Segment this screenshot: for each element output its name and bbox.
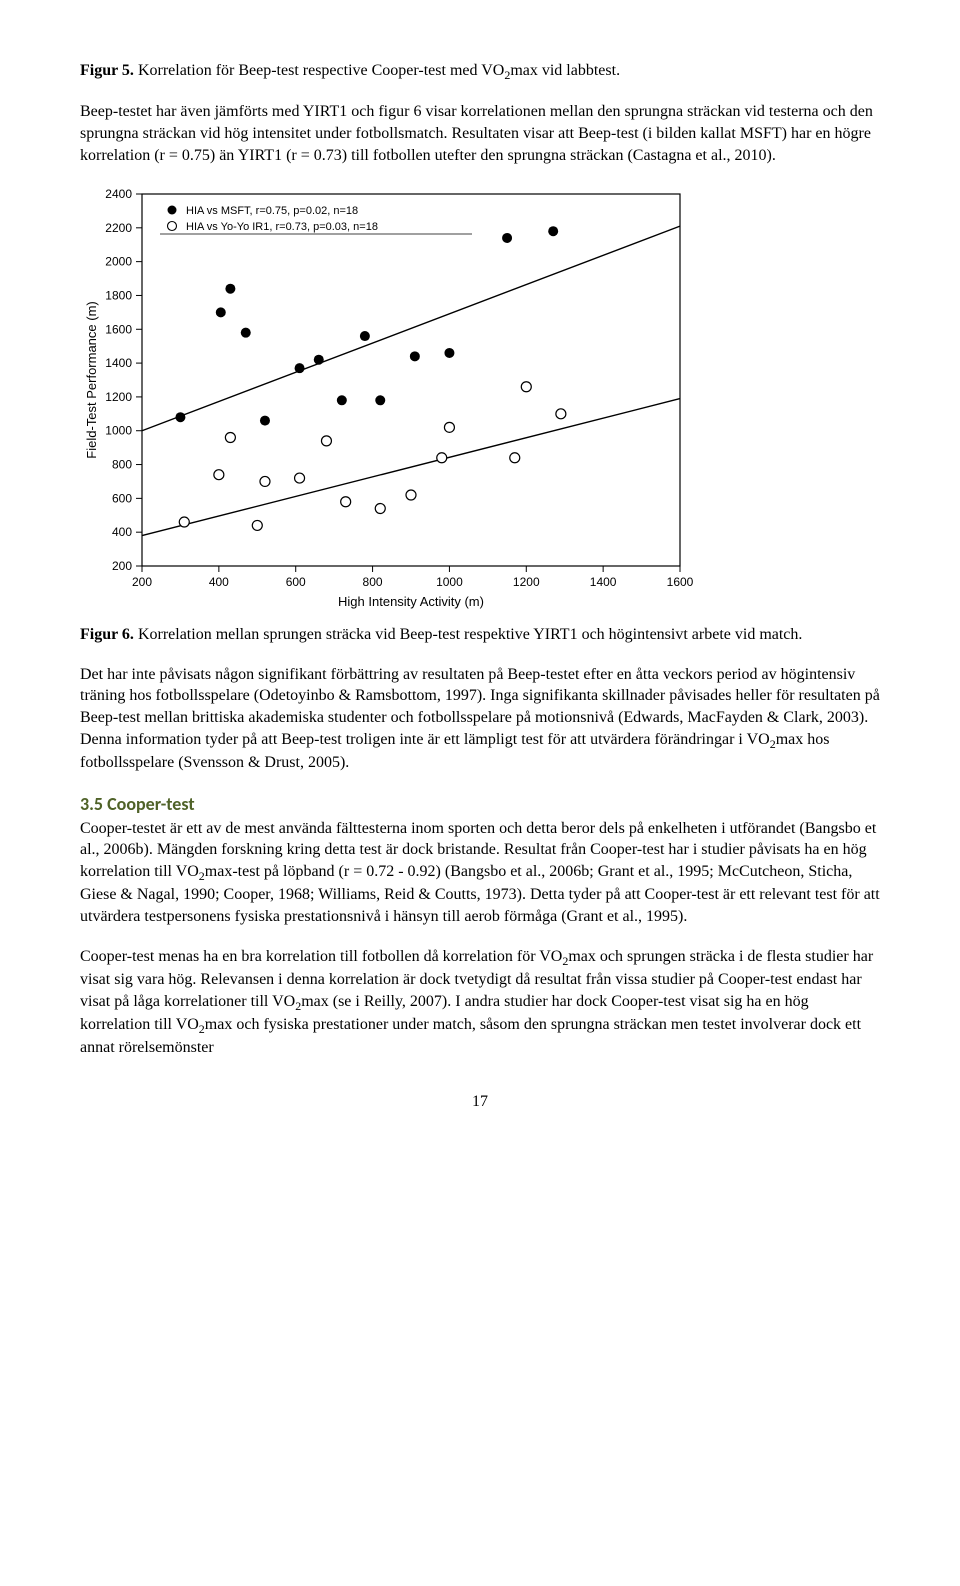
svg-text:1800: 1800 — [105, 289, 132, 303]
p3-a: Cooper-test menas ha en bra korrelation … — [80, 948, 562, 965]
svg-text:1600: 1600 — [667, 575, 694, 589]
svg-text:HIA vs MSFT, r=0.75, p=0.02, n: HIA vs MSFT, r=0.75, p=0.02, n=18 — [186, 205, 358, 217]
svg-text:1200: 1200 — [105, 390, 132, 404]
figure-5-caption: Figur 5. Korrelation för Beep-test respe… — [80, 60, 880, 83]
figure-6-text: Korrelation mellan sprungen sträcka vid … — [134, 626, 802, 643]
svg-text:2400: 2400 — [105, 187, 132, 201]
svg-text:800: 800 — [363, 575, 383, 589]
svg-text:1400: 1400 — [105, 356, 132, 370]
paragraph-beep-yirt1: Beep-testet har även jämförts med YIRT1 … — [80, 101, 880, 166]
svg-text:200: 200 — [112, 559, 132, 573]
svg-text:400: 400 — [209, 575, 229, 589]
svg-text:HIA vs Yo-Yo IR1, r=0.73, p=0.: HIA vs Yo-Yo IR1, r=0.73, p=0.03, n=18 — [186, 221, 378, 233]
figure-5-text-a: Korrelation för Beep-test respective Coo… — [134, 62, 504, 79]
svg-text:1600: 1600 — [105, 322, 132, 336]
svg-text:1000: 1000 — [105, 424, 132, 438]
svg-text:200: 200 — [132, 575, 152, 589]
svg-text:2000: 2000 — [105, 255, 132, 269]
figure-6-label: Figur 6. — [80, 626, 134, 643]
figure-5-text-b: max vid labbtest. — [510, 62, 620, 79]
svg-text:1400: 1400 — [590, 575, 617, 589]
svg-text:1000: 1000 — [436, 575, 463, 589]
svg-text:600: 600 — [112, 492, 132, 506]
paragraph-cooper-intro: Cooper-testet är ett av de mest använda … — [80, 818, 880, 928]
figure-5-label: Figur 5. — [80, 62, 134, 79]
figure-6-chart: 200 400 600 800 1000 1200 1400 1600 200 400 600 800… — [80, 184, 880, 614]
svg-text:600: 600 — [286, 575, 306, 589]
svg-text:400: 400 — [112, 525, 132, 539]
svg-text:2200: 2200 — [105, 221, 132, 235]
svg-text:High Intensity Activity (m): High Intensity Activity (m) — [338, 594, 484, 609]
svg-text:1200: 1200 — [513, 575, 540, 589]
svg-text:Field-Test Performance (m): Field-Test Performance (m) — [84, 301, 99, 458]
scatter-plot: 200 400 600 800 1000 1200 1400 1600 200 400 600 800… — [80, 184, 700, 614]
section-3-5-heading: 3.5 Cooper-test — [80, 792, 880, 816]
paragraph-cooper-correlation: Cooper-test menas ha en bra korrelation … — [80, 946, 880, 1059]
page-number: 17 — [80, 1091, 880, 1113]
para2-a: Det har inte påvisats någon signifikant … — [80, 666, 880, 748]
paragraph-beep-limitations: Det har inte påvisats någon signifikant … — [80, 664, 880, 774]
paragraph-beep-yirt1-text: Beep-testet har även jämförts med YIRT1 … — [80, 103, 873, 163]
svg-text:800: 800 — [112, 458, 132, 472]
figure-6-caption: Figur 6. Korrelation mellan sprungen str… — [80, 624, 880, 646]
